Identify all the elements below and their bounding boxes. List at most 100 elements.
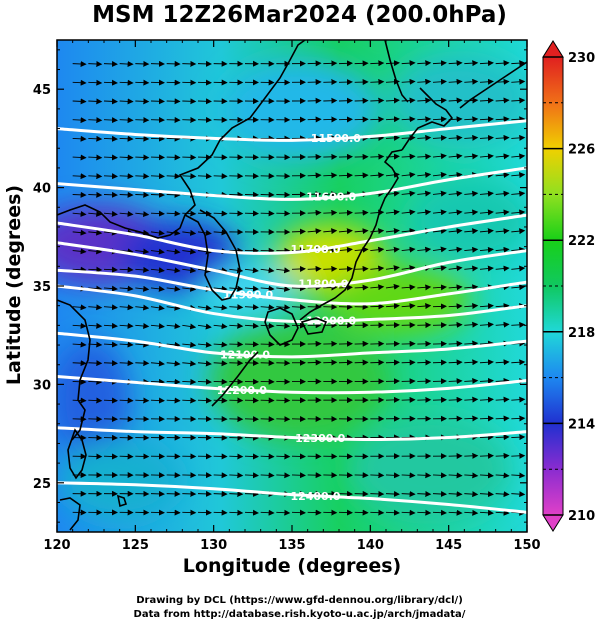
plot-area: 11500.0 11600.0 11700.0 11800.0 11900.0 12000…	[57, 40, 527, 532]
wind-arrow	[197, 304, 212, 311]
wind-arrow	[197, 210, 212, 217]
wind-arrow	[103, 98, 118, 105]
wind-arrow	[150, 267, 165, 274]
wind-arrow	[385, 491, 400, 498]
wind-arrow	[338, 265, 353, 272]
wind-arrow	[103, 61, 118, 67]
wind-arrow	[370, 172, 385, 179]
wind-arrow	[432, 78, 447, 85]
wind-arrow	[103, 117, 118, 124]
wind-arrow	[464, 303, 479, 310]
contour-label: 11800.0	[298, 278, 348, 291]
wind-arrow	[401, 60, 416, 67]
wind-arrow	[448, 378, 463, 385]
wind-arrow	[323, 228, 338, 235]
wind-arrow	[495, 172, 510, 179]
wind-arrow	[103, 397, 118, 404]
wind-arrow	[213, 341, 228, 348]
wind-arrow	[182, 248, 197, 255]
wind-arrow	[511, 359, 526, 366]
wind-arrow	[385, 509, 400, 516]
wind-arrow	[307, 209, 322, 216]
wind-arrow	[417, 509, 432, 516]
contour-line	[57, 268, 527, 306]
y-tick-label: 45	[33, 83, 51, 98]
x-tick-label: 130	[200, 538, 227, 553]
wind-arrow	[401, 303, 416, 310]
wind-arrow	[150, 285, 165, 292]
wind-arrow	[260, 472, 275, 479]
wind-arrow	[432, 134, 447, 141]
wind-arrow	[88, 341, 103, 348]
contour-label: 11500.0	[311, 132, 361, 145]
wind-arrow	[307, 265, 322, 272]
wind-arrow	[72, 98, 87, 105]
y-axis: 25 30 35 40 45	[33, 49, 527, 523]
wind-arrow	[448, 472, 463, 479]
wind-arrow	[479, 228, 494, 235]
wind-arrow	[370, 78, 385, 85]
wind-arrow	[401, 78, 416, 85]
wind-arrow	[72, 360, 87, 367]
coastline-sakhalin	[384, 40, 409, 103]
wind-arrow	[307, 191, 322, 198]
colorbar-ticks: 210 214 218 222 226 230	[543, 51, 595, 524]
wind-arrow	[119, 266, 134, 273]
wind-arrow	[479, 377, 494, 384]
wind-arrow	[88, 229, 103, 236]
wind-arrow	[464, 509, 479, 516]
wind-arrow	[401, 116, 416, 123]
wind-arrow	[417, 97, 432, 104]
wind-arrow	[370, 490, 385, 497]
wind-arrow	[464, 134, 479, 141]
wind-arrow	[150, 397, 165, 404]
wind-arrow	[385, 265, 400, 272]
wind-arrow	[464, 209, 479, 216]
wind-arrow	[244, 304, 259, 311]
wind-arrow	[166, 210, 181, 217]
wind-arrow	[370, 135, 385, 142]
wind-arrow	[479, 321, 494, 328]
wind-arrow	[72, 341, 87, 348]
wind-arrow	[338, 209, 353, 216]
wind-arrow	[354, 265, 369, 272]
wind-arrow	[88, 248, 103, 255]
wind-arrow	[370, 209, 385, 216]
wind-arrow	[166, 360, 181, 367]
wind-arrow	[260, 509, 275, 516]
wind-arrow	[479, 452, 494, 459]
wind-arrow	[479, 153, 494, 160]
wind-arrow	[276, 286, 291, 292]
wind-arrow	[276, 322, 291, 329]
x-tick-label: 125	[122, 538, 149, 553]
coastline-philippines	[59, 497, 81, 531]
wind-arrow	[511, 434, 526, 441]
wind-arrow	[448, 340, 463, 347]
wind-arrow	[432, 60, 447, 67]
x-tick-label: 145	[435, 538, 462, 553]
wind-arrow	[197, 397, 212, 404]
wind-arrow	[166, 341, 181, 348]
wind-arrow	[432, 116, 447, 123]
contour-line	[57, 375, 527, 395]
wind-arrow	[244, 491, 259, 498]
wind-arrow	[511, 134, 526, 141]
wind-arrow	[88, 79, 103, 86]
wind-arrow	[511, 228, 526, 235]
wind-arrow	[103, 341, 118, 348]
wind-arrow	[88, 135, 103, 142]
wind-arrow	[182, 360, 197, 367]
wind-arrow	[495, 303, 510, 310]
wind-arrow	[417, 246, 432, 253]
wind-arrow	[495, 434, 510, 441]
wind-arrow	[229, 509, 244, 516]
colorbar-min-arrow	[542, 514, 564, 532]
coastline-korea	[184, 209, 241, 301]
wind-arrow	[448, 491, 463, 498]
wind-arrow	[479, 303, 494, 310]
wind-arrow	[244, 322, 259, 329]
wind-arrow	[135, 341, 150, 348]
wind-arrow	[385, 60, 400, 67]
wind-arrow	[197, 378, 212, 385]
wind-arrow	[244, 285, 259, 292]
